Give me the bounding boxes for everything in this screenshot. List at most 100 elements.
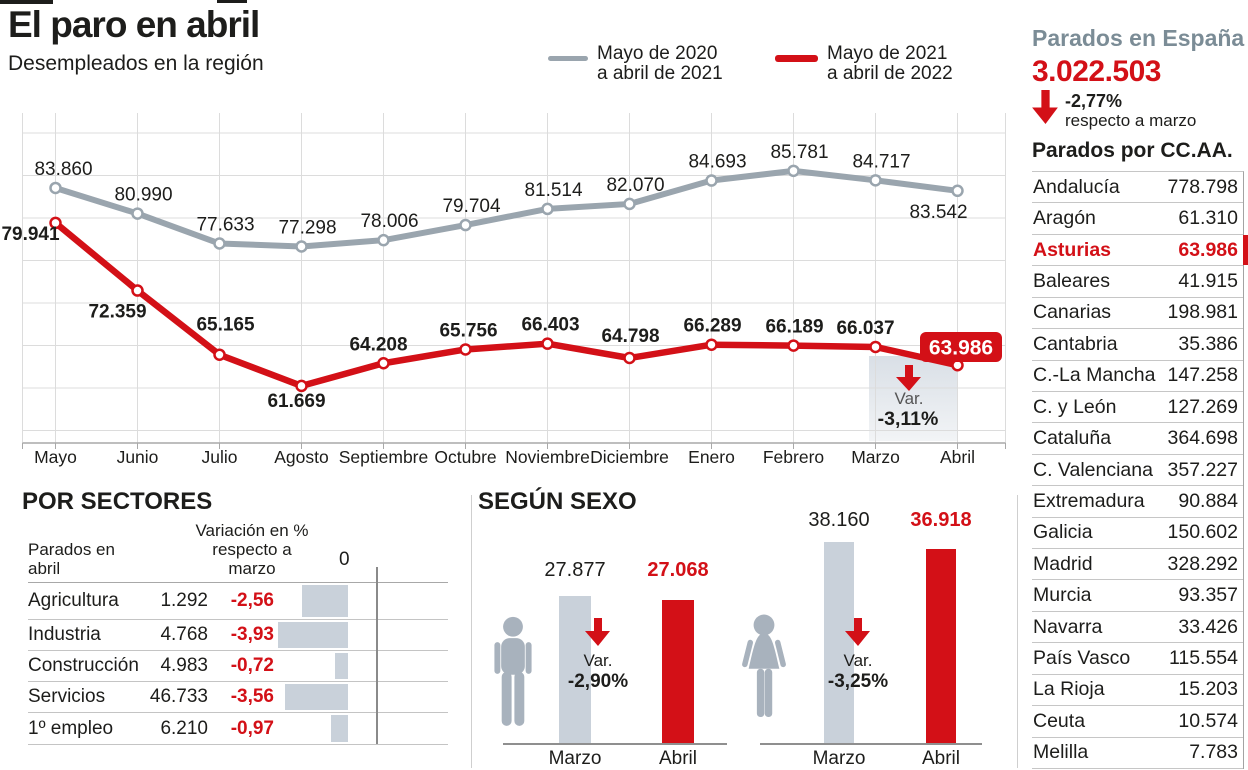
down-arrow-icon [1032, 90, 1058, 124]
region-name: Andalucía [1033, 175, 1120, 198]
data-label: Noviembre [505, 447, 590, 467]
data-label: Agosto [274, 447, 328, 467]
data-label: 72.359 [88, 302, 146, 323]
data-point [787, 164, 800, 178]
spain-sidebar: Parados en España 3.022.503 -2,77% respe… [1032, 0, 1248, 770]
data-point [377, 357, 390, 370]
section-divider [471, 495, 472, 768]
sectors-col1-header: Parados en abril [28, 540, 115, 578]
data-point [787, 339, 800, 352]
data-label: Abril [940, 447, 975, 467]
page-subtitle: Desempleados en la región [8, 52, 264, 75]
region-value: 150.602 [1167, 521, 1239, 544]
region-name: C.-La Mancha [1033, 364, 1156, 387]
sector-bar [302, 585, 348, 617]
sectors-zero-axis [376, 567, 378, 744]
sectors-section: POR SECTORES Parados en abril Variación e… [0, 485, 458, 770]
data-point [951, 184, 964, 198]
data-label: 77.298 [278, 218, 336, 239]
region-row: Canarias 198.981 [1032, 298, 1243, 330]
region-row-highlight: Asturias 63.986 [1032, 234, 1248, 267]
sector-variation: -2,56 [230, 590, 274, 611]
variation-note: Var. -3,25% [813, 651, 903, 693]
red-line-swatch [775, 55, 818, 62]
sector-bar [330, 715, 348, 742]
region-row: Melilla 7.783 [1032, 738, 1243, 770]
person-icon-holder [490, 616, 536, 733]
data-point [295, 379, 308, 393]
data-point [213, 348, 226, 361]
person-icon-holder [737, 614, 791, 733]
gray-line-swatch [548, 56, 588, 61]
region-value: 328.292 [1167, 552, 1239, 575]
section-divider [1017, 495, 1018, 768]
series-line [52, 219, 961, 390]
sector-bar [278, 622, 348, 648]
sector-row: 1º empleo 6.210 -0,97 [28, 713, 448, 745]
region-value: 15.203 [1178, 678, 1238, 701]
region-value: 357.227 [1167, 458, 1239, 481]
marzo-axis-label: Marzo [812, 748, 866, 769]
data-label: 61.669 [267, 391, 325, 412]
region-name: Madrid [1033, 552, 1093, 575]
abril-bar [926, 549, 956, 743]
data-point [49, 216, 62, 230]
sector-row: Servicios 46.733 -3,56 [28, 682, 448, 713]
region-name: Navarra [1033, 615, 1103, 638]
sector-value: 46.733 [149, 686, 208, 707]
data-point [131, 207, 144, 220]
region-row: Cataluña 364.698 [1032, 423, 1243, 455]
crop-mark [0, 0, 53, 4]
data-label: 83.542 [909, 202, 967, 223]
sector-bar [335, 653, 348, 679]
data-label: Octubre [434, 447, 496, 467]
region-value: 115.554 [1168, 647, 1238, 670]
region-name: Melilla [1033, 741, 1089, 764]
region-name: Ceuta [1033, 709, 1086, 732]
data-label: 84.717 [852, 151, 910, 172]
region-name: Galicia [1033, 521, 1093, 544]
region-row: Galicia 150.602 [1032, 518, 1243, 550]
legend-label: Mayo de 2020 a abril de 2021 [597, 43, 723, 84]
region-name: Baleares [1033, 269, 1110, 292]
baseline [503, 743, 727, 745]
marzo-value: 38.160 [808, 509, 870, 531]
marzo-axis-label: Marzo [548, 748, 602, 769]
page-title: El paro en abril [8, 4, 260, 45]
region-row: Baleares 41.915 [1032, 266, 1243, 298]
data-point [377, 233, 390, 247]
region-value: 63.986 [1178, 238, 1238, 261]
region-row: Murcia 93.357 [1032, 580, 1243, 612]
region-value: 778.798 [1167, 175, 1239, 198]
marzo-bar [824, 542, 854, 743]
marzo-value: 27.877 [544, 559, 606, 581]
legend-item-2021: Mayo de 2021 a abril de 2022 [775, 44, 953, 84]
data-label: 85.781 [770, 142, 828, 163]
woman-icon [742, 614, 786, 718]
legend-label: Mayo de 2021 a abril de 2022 [827, 43, 953, 84]
data-label: 82.070 [606, 175, 664, 196]
region-name: Murcia [1033, 584, 1092, 607]
sector-name: Industria [28, 624, 101, 645]
sectors-axis-zero: 0 [339, 549, 350, 570]
spain-total: 3.022.503 [1032, 55, 1161, 88]
data-label: Var. [895, 389, 924, 408]
data-label: 84.693 [688, 152, 746, 173]
series-line [52, 167, 961, 250]
sector-name: Servicios [28, 686, 106, 707]
sector-row: Agricultura 1.292 -2,56 [28, 583, 448, 620]
unemployment-line-chart: 83.860 80.990 77.633 77.298 78.006 79.704 81.5… [1, 113, 1006, 467]
data-point [459, 218, 472, 232]
abril-axis-label: Abril [658, 748, 697, 769]
data-point [131, 284, 144, 297]
region-row: Navarra 33.426 [1032, 612, 1243, 644]
sector-bar [284, 684, 348, 710]
data-label: 66.037 [836, 318, 894, 339]
sex-heading: SEGÚN SEXO [478, 488, 637, 515]
region-value: 90.884 [1178, 489, 1238, 512]
data-label: Septiembre [339, 447, 429, 467]
data-label: 77.633 [196, 215, 254, 236]
var-label: Var. [843, 651, 873, 670]
region-value: 127.269 [1167, 395, 1239, 418]
sector-value: 4.983 [160, 655, 208, 676]
